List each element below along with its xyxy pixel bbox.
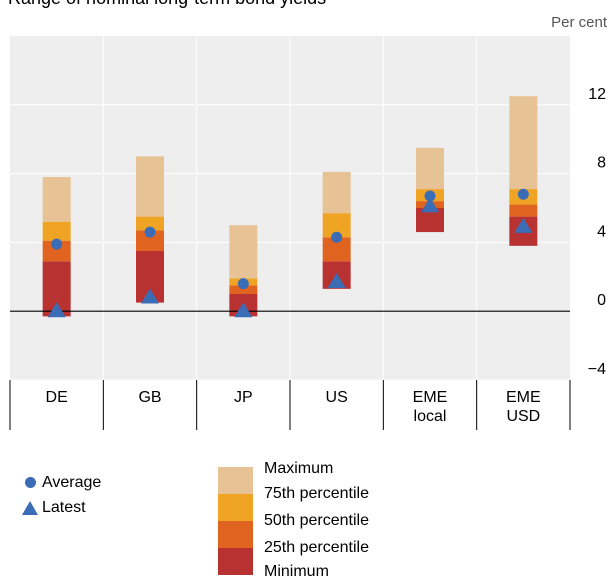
latest-marker <box>141 288 159 304</box>
legend-item-average: Average <box>18 470 101 495</box>
range-bar-segment <box>136 230 164 251</box>
y-tick-label: 0 <box>597 292 606 309</box>
latest-marker <box>327 272 346 288</box>
average-marker <box>424 190 436 202</box>
swatch-p25 <box>218 548 253 575</box>
latest-marker <box>234 302 253 318</box>
legend-label-minimum: Minimum <box>264 563 329 580</box>
y-tick-label: 12 <box>588 86 606 103</box>
x-tick-label: local <box>414 408 447 425</box>
legend-label-latest: Latest <box>42 498 86 516</box>
x-tick-label: GB <box>138 389 161 406</box>
x-tick-label: JP <box>234 389 253 406</box>
marker-legend: Average Latest <box>18 470 101 520</box>
average-marker <box>51 238 63 250</box>
range-bar-segment <box>509 204 538 217</box>
range-bar-segment <box>509 96 538 190</box>
average-marker <box>144 226 156 238</box>
unit-label: Per cent <box>551 14 607 31</box>
range-bar-segment <box>322 171 351 214</box>
legend-label-p25: 25th percentile <box>264 539 369 556</box>
x-tick-label: DE <box>46 389 68 406</box>
legend-item-latest: Latest <box>18 495 101 520</box>
legend-label-average: Average <box>42 473 102 491</box>
legend-label-maximum: Maximum <box>264 460 334 477</box>
latest-marker <box>514 217 533 233</box>
average-marker <box>331 231 343 243</box>
range-bar-segment <box>42 240 71 262</box>
range-bar-segment <box>42 221 71 241</box>
chart-title: Range of nominal long-term bond yields <box>8 0 326 9</box>
latest-marker <box>47 302 66 318</box>
legend-label-p75: 75th percentile <box>264 485 369 502</box>
swatch-p50 <box>218 521 253 548</box>
x-tick-label: US <box>326 389 348 406</box>
circle-marker-icon <box>18 477 42 488</box>
range-bar-segment <box>416 147 444 190</box>
latest-marker <box>421 197 439 213</box>
range-bar-segment <box>229 225 258 279</box>
range-bar-segment <box>136 216 164 231</box>
y-tick-label: −4 <box>588 361 606 378</box>
range-bar-segment <box>42 177 71 222</box>
x-tick-label: EME <box>506 389 541 406</box>
y-tick-label: 8 <box>597 155 606 172</box>
x-tick-label: EME <box>413 389 448 406</box>
swatch-maximum <box>218 467 253 494</box>
triangle-marker-icon <box>18 500 42 515</box>
average-marker <box>517 188 529 200</box>
legend-label-p50: 50th percentile <box>264 512 369 529</box>
range-bar-segment <box>229 285 258 294</box>
average-marker <box>237 278 249 290</box>
range-bar-segment <box>136 156 164 217</box>
range-chart: −4 0 4 8 12 DE GB JP US EME local EME USD <box>9 36 606 430</box>
x-tick-label: USD <box>506 408 540 425</box>
swatch-p75 <box>218 494 253 521</box>
y-tick-label: 4 <box>597 223 606 240</box>
